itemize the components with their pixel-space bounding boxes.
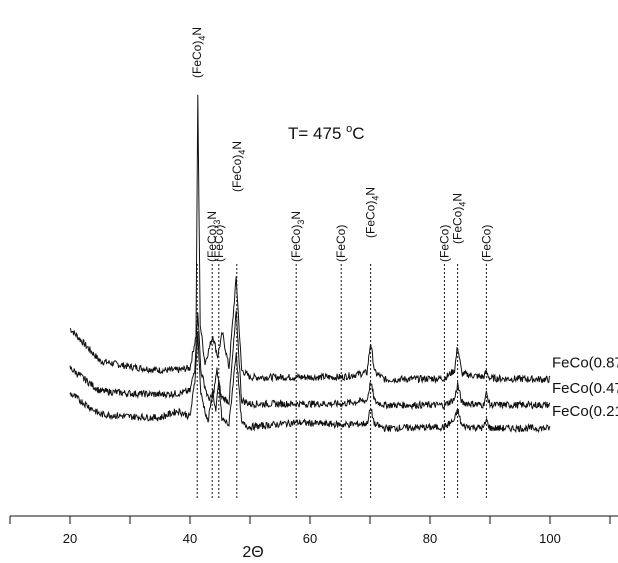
title-prefix: T= 475 bbox=[288, 124, 346, 143]
reference-label: (FeCo)4N bbox=[230, 141, 247, 192]
chart-title: T= 475 oC bbox=[288, 123, 365, 143]
reference-lines bbox=[196, 262, 487, 498]
reference-label: (FeCo)4N bbox=[364, 187, 381, 238]
reference-label: (FeCo) bbox=[437, 225, 451, 262]
x-tick-label: 80 bbox=[423, 531, 437, 546]
reference-label: (FeCo)4N bbox=[190, 27, 207, 78]
x-tick-label: 20 bbox=[63, 531, 77, 546]
series-label: FeCo(0.21) bbox=[552, 403, 618, 420]
pattern-lines bbox=[69, 94, 551, 434]
title-degree-sup: o bbox=[346, 123, 352, 135]
series-labels: FeCo(0.87) FeCo(0.47) FeCo(0.21) bbox=[552, 354, 618, 420]
title-suffix: C bbox=[352, 124, 364, 143]
x-tick-label: 40 bbox=[183, 531, 197, 546]
reference-label: (FeCo)3N bbox=[205, 211, 222, 262]
pattern-line-2 bbox=[69, 310, 551, 411]
reference-label: (FeCo) bbox=[212, 225, 226, 262]
series-label: FeCo(0.87) bbox=[552, 354, 618, 371]
pattern-line-1 bbox=[69, 94, 551, 384]
x-tick-label: 100 bbox=[539, 531, 561, 546]
reference-label: (FeCo) bbox=[479, 225, 493, 262]
x-axis-label: 2Θ bbox=[242, 544, 263, 561]
x-axis-ticks: 20 40 60 80 100 bbox=[9, 516, 611, 546]
reference-labels: (FeCo)4N(FeCo)3N(FeCo)(FeCo)4N(FeCo)3N(F… bbox=[190, 27, 493, 262]
reference-label: (FeCo) bbox=[334, 225, 348, 262]
series-label: FeCo(0.47) bbox=[552, 380, 618, 397]
reference-label: (FeCo)4N bbox=[451, 193, 468, 244]
pattern-line-3 bbox=[69, 331, 551, 434]
x-tick-label: 60 bbox=[303, 531, 317, 546]
reference-label: (FeCo)3N bbox=[289, 211, 306, 262]
